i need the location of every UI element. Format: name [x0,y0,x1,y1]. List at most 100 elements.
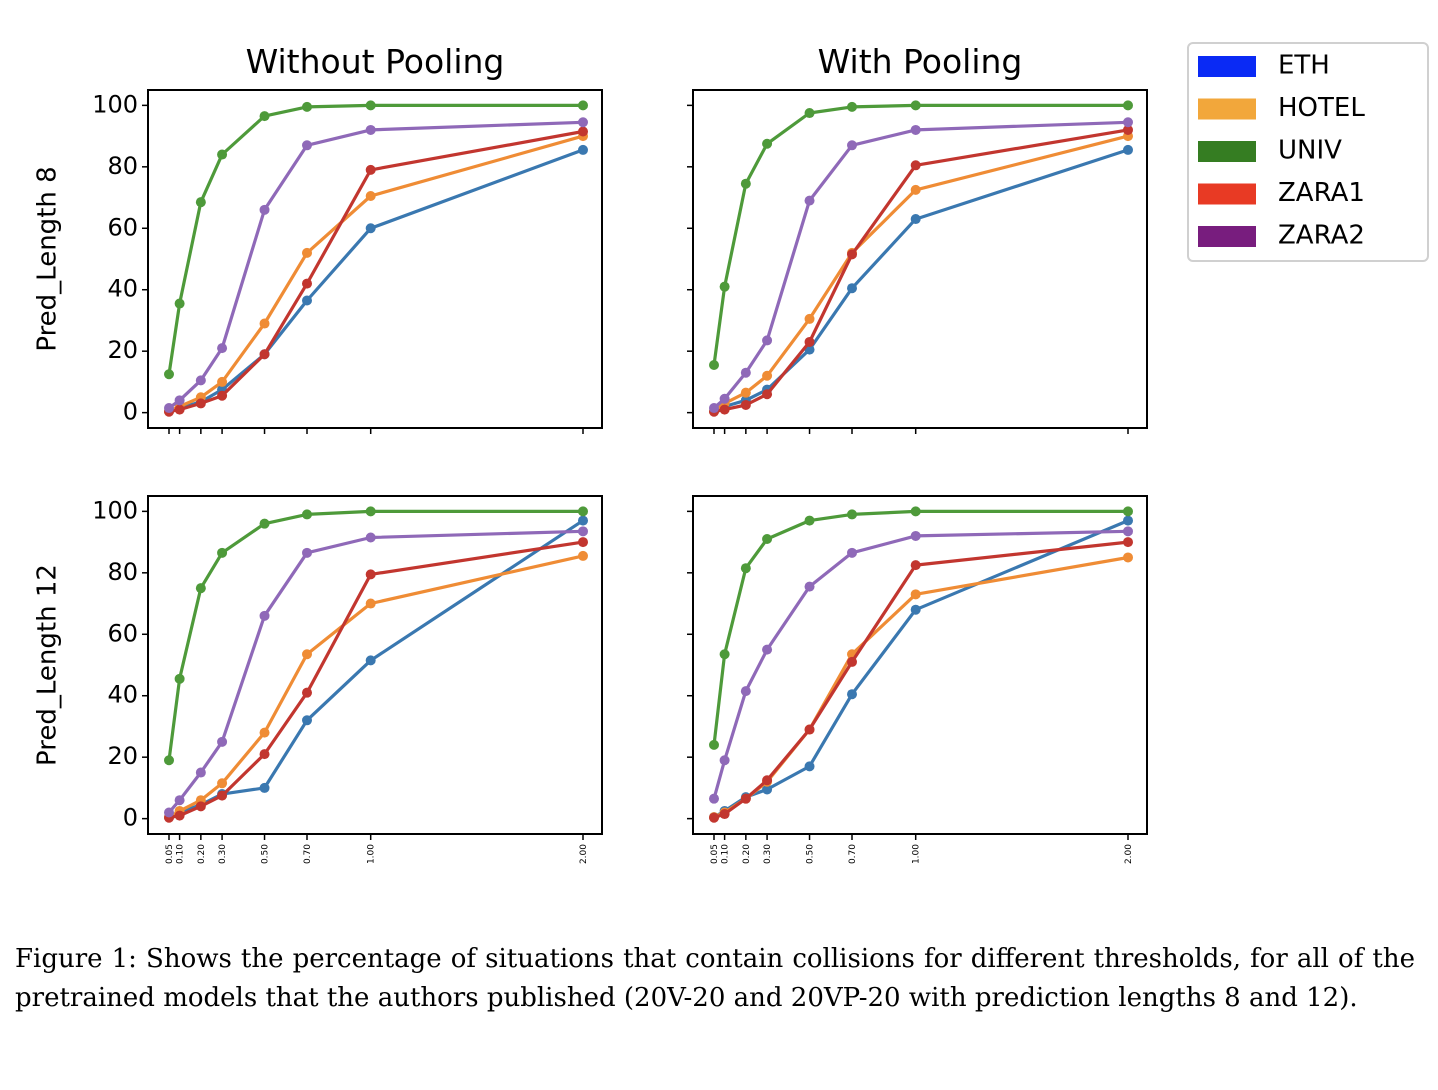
data-point-univ [847,101,857,112]
data-point-univ [804,515,815,526]
data-point-zara2 [217,343,228,354]
plot-frame [692,89,1148,429]
data-point-eth [365,223,376,234]
data-point-eth [302,715,312,726]
data-point-zara1 [719,404,730,415]
x-tick-label: 1.00 [367,844,377,864]
series-line-zara2 [712,529,1129,800]
data-point-zara2 [709,403,719,414]
data-point-eth [847,689,857,700]
data-point-zara2 [719,755,730,766]
legend-label-hotel: HOTEL [1278,93,1365,123]
data-point-zara2 [174,395,185,406]
data-point-hotel [217,778,228,789]
data-point-eth [910,214,921,225]
data-point-zara2 [578,117,588,128]
data-point-hotel [578,550,588,561]
data-point-zara2 [762,335,773,346]
legend-swatch-hotel [1198,98,1256,120]
legend-frame [1187,42,1429,262]
data-point-eth [365,655,376,666]
data-point-univ [195,197,206,208]
series-line-univ [167,103,583,375]
data-point-zara1 [804,336,815,347]
x-tick-label: 0.05 [165,844,175,864]
data-point-zara1 [910,160,921,171]
data-point-zara2 [302,140,312,151]
x-tick-label: 0.30 [763,844,773,864]
data-point-zara2 [762,644,773,655]
y-axis-label: Pred_Length 8 [33,166,63,351]
data-point-eth [1123,515,1133,526]
data-point-eth [302,295,312,306]
data-point-zara2 [259,610,270,621]
data-point-univ [174,673,185,684]
data-point-zara2 [804,195,815,206]
data-point-zara1 [365,164,376,175]
data-point-univ [847,509,857,520]
legend: ETH HOTEL UNIV ZARA1 ZARA2 [1187,42,1429,262]
data-point-zara1 [1123,124,1133,135]
data-point-zara2 [365,532,376,543]
x-tick-label: 0.50 [806,844,816,864]
y-tick-label: 0 [123,804,138,832]
y-tick-label: 60 [107,619,138,647]
series-line-univ [167,509,583,761]
data-point-eth [847,283,857,294]
data-point-zara2 [709,793,719,804]
y-axis-label: Pred_Length 12 [33,564,63,766]
x-tick-label: 0.30 [218,844,228,864]
data-point-univ [365,100,376,111]
data-point-univ [578,100,588,111]
y-tick-label: 80 [107,558,138,586]
data-point-eth [578,515,588,526]
data-point-hotel [217,376,228,387]
legend-label-zara2: ZARA2 [1278,221,1365,251]
y-tick-label: 100 [92,90,138,118]
y-tick-label: 40 [107,681,138,709]
data-point-univ [217,149,228,160]
data-point-zara2 [365,124,376,135]
legend-label-zara1: ZARA1 [1278,178,1365,208]
panel-title: Without Pooling [246,42,505,81]
data-point-zara1 [195,398,206,409]
y-tick-label: 20 [107,742,138,770]
data-point-zara2 [804,581,815,592]
x-tick-label: 0.20 [742,844,752,864]
data-point-zara2 [740,367,751,378]
data-point-zara1 [302,687,312,698]
data-point-univ [164,755,174,766]
data-point-univ [302,101,312,112]
data-point-zara2 [195,375,206,386]
x-tick-label: 0.10 [721,844,731,864]
series-line-univ [712,509,1128,746]
data-point-zara1 [847,656,857,667]
data-point-zara1 [719,809,730,820]
series-line-univ [712,103,1128,366]
x-tick-label: 0.05 [710,844,720,864]
data-point-zara1 [740,399,751,410]
data-point-zara1 [578,537,588,548]
panel-1: Without Pooling Pred_Length 8 0 20 40 60 80 100 [33,42,603,434]
data-point-univ [740,563,751,574]
data-point-univ [195,583,206,594]
y-tick-label: 80 [107,152,138,180]
data-point-zara1 [365,569,376,580]
data-point-zara1 [259,749,270,760]
data-point-zara1 [762,389,773,400]
data-point-zara2 [195,767,206,778]
series-line-zara2 [712,120,1129,410]
data-point-zara2 [1123,117,1133,128]
data-point-zara2 [740,686,751,697]
data-point-eth [259,782,270,793]
data-point-zara1 [1123,537,1133,548]
panel-4: 0.05 0.10 0.20 0.30 0.50 0.70 1.00 2.00 [687,495,1148,864]
data-point-hotel [259,727,270,738]
data-point-univ [365,506,376,517]
data-point-zara2 [1123,526,1133,537]
data-point-zara2 [302,547,312,558]
data-point-univ [259,518,270,529]
y-tick-label: 60 [107,213,138,241]
legend-label-eth: ETH [1278,51,1330,81]
x-tick-label: 2.00 [1124,844,1134,864]
